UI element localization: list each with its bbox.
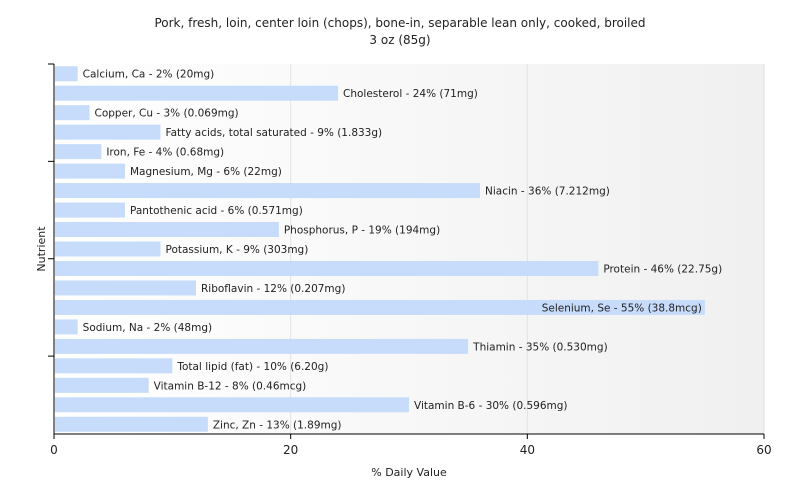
gridlines	[290, 64, 765, 434]
y-ticks	[48, 63, 54, 357]
bar-15	[55, 358, 173, 374]
bar-label-11: Riboflavin - 12% (0.207mg)	[201, 283, 345, 295]
y-axis-title: Nutrient	[35, 226, 48, 272]
x-tick-label-40: 40	[520, 443, 535, 457]
bar-13	[55, 319, 78, 335]
bar-2	[55, 105, 90, 121]
bar-6	[55, 183, 480, 199]
bar-10	[55, 260, 599, 276]
x-tick-label-20: 20	[283, 443, 298, 457]
bar-label-15: Total lipid (fat) - 10% (6.20g)	[176, 361, 328, 373]
bar-label-17: Vitamin B-6 - 30% (0.596mg)	[414, 400, 568, 412]
bar-label-12: Selenium, Se - 55% (38.8mcg)	[542, 302, 702, 314]
bar-label-13: Sodium, Na - 2% (48mg)	[83, 322, 212, 334]
bars	[55, 66, 705, 432]
bar-label-6: Niacin - 36% (7.212mg)	[485, 186, 610, 198]
bar-9	[55, 241, 161, 257]
bar-8	[55, 222, 279, 238]
chart-title: Pork, fresh, loin, center loin (chops), …	[154, 16, 645, 30]
bar-11	[55, 280, 196, 296]
x-tick-label-0: 0	[50, 443, 58, 457]
bar-label-8: Phosphorus, P - 19% (194mg)	[284, 225, 440, 237]
bar-label-14: Thiamin - 35% (0.530mg)	[472, 341, 608, 353]
bar-0	[55, 66, 78, 82]
axes	[53, 64, 764, 435]
bar-1	[55, 85, 338, 101]
bar-4	[55, 144, 102, 160]
chart-subtitle: 3 oz (85g)	[369, 33, 430, 47]
bar-label-16: Vitamin B-12 - 8% (0.46mcg)	[154, 380, 307, 392]
bar-label-4: Iron, Fe - 4% (0.68mg)	[106, 147, 224, 159]
x-tick-label-60: 60	[756, 443, 771, 457]
bar-label-18: Zinc, Zn - 13% (1.89mg)	[213, 419, 342, 431]
bar-label-2: Copper, Cu - 3% (0.069mg)	[95, 108, 239, 120]
x-ticks: 0 20 40 60	[50, 434, 772, 457]
bar-labels: Calcium, Ca - 2% (20mg) Cholesterol - 24%…	[83, 69, 723, 432]
bar-label-0: Calcium, Ca - 2% (20mg)	[83, 69, 215, 81]
bar-14	[55, 338, 469, 354]
bar-7	[55, 202, 125, 218]
bar-12	[55, 299, 705, 315]
bar-17	[55, 397, 409, 413]
bar-label-9: Potassium, K - 9% (303mg)	[166, 244, 309, 256]
bar-5	[55, 163, 125, 179]
bar-18	[55, 416, 208, 432]
x-axis-title: % Daily Value	[371, 466, 447, 479]
bar-16	[55, 377, 149, 393]
bar-label-1: Cholesterol - 24% (71mg)	[343, 88, 478, 100]
bar-label-3: Fatty acids, total saturated - 9% (1.833…	[166, 127, 383, 139]
bar-3	[55, 124, 161, 140]
bar-label-5: Magnesium, Mg - 6% (22mg)	[130, 166, 282, 178]
bar-label-7: Pantothenic acid - 6% (0.571mg)	[130, 205, 303, 217]
bar-label-10: Protein - 46% (22.75g)	[603, 263, 722, 275]
